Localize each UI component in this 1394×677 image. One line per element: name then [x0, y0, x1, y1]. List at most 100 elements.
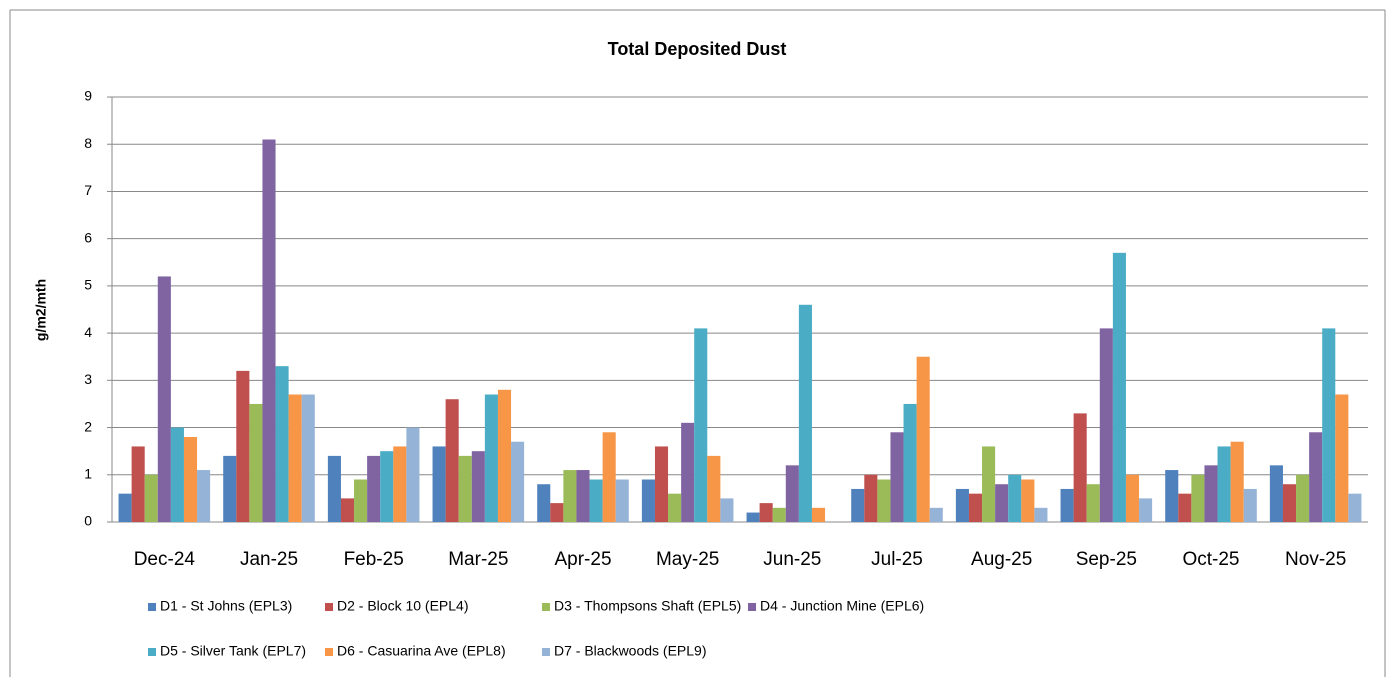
bar: [249, 403, 263, 522]
bar: [681, 422, 695, 522]
bar: [1269, 465, 1283, 522]
bar: [995, 484, 1009, 522]
x-tick-label: Jun-25: [763, 549, 821, 570]
bar: [380, 451, 394, 522]
bar: [262, 139, 276, 522]
bar: [1060, 488, 1074, 522]
bar: [550, 503, 564, 522]
bar: [654, 446, 669, 522]
bar: [458, 455, 472, 522]
x-tick-label: Jul-25: [871, 549, 923, 570]
bar: [367, 455, 381, 522]
bar: [170, 427, 184, 522]
x-tick-label: May-25: [656, 549, 719, 570]
legend-label: D4 - Junction Mine (EPL6): [760, 598, 924, 614]
bar: [576, 470, 590, 522]
x-tick-label: Aug-25: [971, 549, 1032, 570]
bar: [1165, 470, 1179, 522]
bar: [1099, 328, 1113, 522]
y-tick-label: 8: [84, 135, 92, 151]
bar: [432, 446, 446, 522]
x-tick-label: Nov-25: [1285, 549, 1346, 570]
bar: [890, 432, 904, 522]
bar: [955, 488, 969, 522]
bar: [197, 470, 211, 522]
bar: [589, 479, 603, 522]
bar: [615, 479, 629, 522]
legend-label: D6 - Casuarina Ave (EPL8): [337, 643, 506, 659]
y-tick-label: 7: [84, 182, 92, 198]
bar: [903, 403, 917, 522]
bar: [694, 328, 708, 522]
bar: [1086, 484, 1100, 522]
x-tick-label: Oct-25: [1182, 549, 1239, 570]
bar: [1125, 474, 1140, 522]
x-tick-label: Apr-25: [554, 549, 611, 570]
x-tick-label: Mar-25: [448, 549, 508, 570]
bar: [851, 488, 865, 522]
bar: [236, 370, 250, 522]
bar: [707, 455, 721, 522]
bar: [641, 479, 655, 522]
legend-swatch: [542, 648, 550, 656]
bar: [484, 394, 498, 522]
bar: [327, 455, 341, 522]
bar: [759, 503, 773, 522]
y-tick-label: 3: [84, 371, 92, 387]
bar: [746, 512, 760, 522]
bar: [563, 470, 577, 522]
bar: [1217, 446, 1231, 522]
bar: [223, 455, 237, 522]
bar: [1348, 493, 1362, 522]
x-tick-label: Feb-25: [344, 549, 404, 570]
bar: [1322, 328, 1336, 522]
bar: [354, 479, 368, 522]
bar: [275, 366, 289, 522]
y-tick-label: 4: [84, 324, 92, 340]
bar: [1309, 432, 1323, 522]
y-tick-label: 6: [84, 229, 92, 245]
legend-label: D5 - Silver Tank (EPL7): [160, 643, 306, 659]
bar: [1282, 484, 1297, 522]
bar: [157, 276, 171, 522]
chart-title: Total Deposited Dust: [608, 39, 787, 59]
bar: [982, 446, 996, 522]
legend-swatch: [148, 648, 156, 656]
x-tick-label: Sep-25: [1076, 549, 1137, 570]
bar: [1230, 441, 1244, 522]
bar: [1112, 252, 1126, 523]
bar: [811, 507, 826, 522]
legend-swatch: [748, 603, 756, 611]
legend-swatch: [148, 603, 156, 611]
legend-label: D7 - Blackwoods (EPL9): [554, 643, 707, 659]
bar: [144, 474, 158, 522]
bar: [497, 389, 512, 522]
bar: [772, 507, 786, 522]
bar: [1021, 479, 1035, 522]
bar: [968, 493, 983, 522]
bar: [1191, 474, 1205, 522]
y-tick-label: 1: [84, 465, 92, 481]
bar: [877, 479, 891, 522]
bar: [668, 493, 682, 522]
bar: [1335, 394, 1349, 522]
legend-swatch: [542, 603, 550, 611]
bar: [1139, 498, 1153, 522]
bar: [511, 441, 525, 522]
legend-label: D2 - Block 10 (EPL4): [337, 598, 469, 614]
legend-swatch: [325, 603, 333, 611]
y-tick-label: 9: [84, 88, 92, 104]
bar: [602, 432, 616, 522]
bar: [1008, 474, 1022, 522]
bar: [1296, 474, 1310, 522]
legend-swatch: [325, 648, 333, 656]
y-tick-label: 0: [84, 513, 92, 529]
bar: [301, 394, 315, 522]
bar: [406, 427, 420, 522]
bar: [916, 356, 930, 522]
bar: [1204, 465, 1218, 522]
bar: [393, 446, 407, 522]
x-tick-label: Dec-24: [134, 549, 196, 570]
x-tick-label: Jan-25: [240, 549, 298, 570]
bar: [288, 394, 302, 522]
